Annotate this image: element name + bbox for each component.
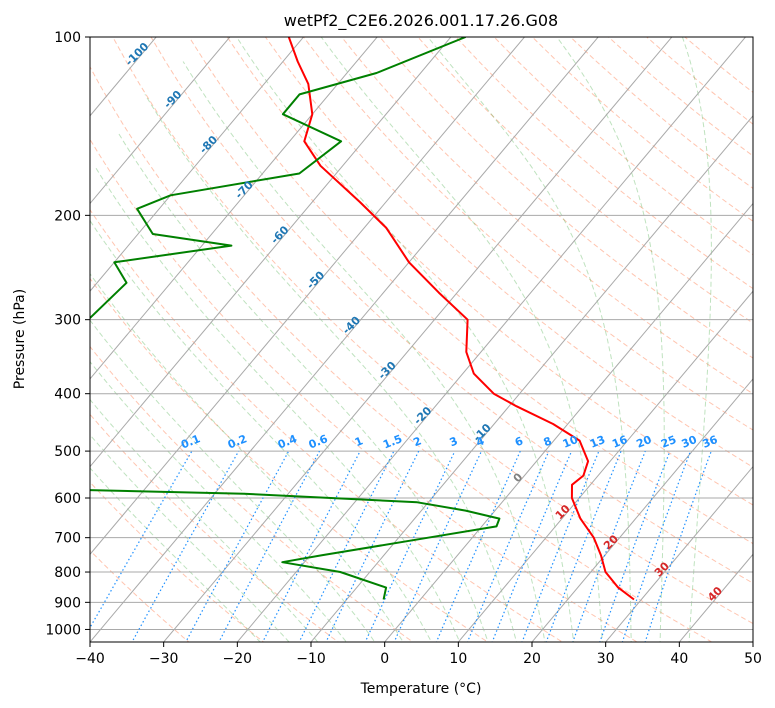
mixing-ratio-label: 30: [680, 433, 699, 451]
dry-adiabat: [417, 37, 753, 324]
x-tick-label: −10: [296, 651, 326, 667]
dry-adiabat: [226, 37, 753, 506]
y-tick-label: 800: [54, 565, 81, 581]
mixing-ratio-line: [491, 450, 573, 642]
isotherm: [90, 37, 599, 642]
y-tick-label: 300: [54, 313, 81, 329]
mixing-ratio-line: [218, 450, 321, 642]
moist-adiabat: [90, 219, 432, 642]
moist-adiabat: [90, 319, 376, 642]
mixing-ratio-line: [364, 450, 456, 642]
isotherm: [457, 290, 753, 642]
isotherm: [531, 378, 753, 642]
x-axis-label: Temperature (°C): [360, 681, 482, 697]
dry-adiabat: [112, 37, 753, 625]
moist-adiabat: [117, 132, 489, 642]
dry-adiabat: [90, 277, 489, 642]
chart-title: wetPf2_C2E6.2026.001.17.26.G08: [284, 11, 558, 31]
mixing-ratio-label: 2: [411, 434, 423, 449]
x-tick-label: 20: [523, 651, 541, 667]
y-axis-label: Pressure (hPa): [12, 289, 28, 389]
isotherm-lines: [90, 37, 753, 642]
mixing-ratio-line: [325, 450, 420, 642]
mixing-ratio-label: 13: [588, 433, 607, 451]
mixing-ratio-line: [185, 450, 290, 642]
isotherm: [236, 37, 747, 642]
moist-adiabat: [90, 434, 290, 642]
dewpoint-profile: [90, 37, 501, 600]
isotherm: [384, 202, 753, 642]
mixing-ratio-label: 1: [353, 434, 365, 449]
mixing-ratio-line: [131, 450, 240, 642]
isotherm: [310, 115, 753, 642]
x-tick-label: −40: [75, 651, 105, 667]
isotherm: [90, 37, 378, 380]
y-tick-label: 1000: [45, 622, 81, 638]
x-tick-label: 10: [449, 651, 467, 667]
dry-adiabat: [90, 549, 190, 642]
mixing-ratio-lines: [90, 450, 712, 642]
x-tick-label: 0: [380, 651, 389, 667]
mixing-ratio-line: [466, 450, 550, 642]
mixing-ratio-label: 8: [542, 434, 554, 449]
moist-adiabat: [236, 37, 575, 642]
mixing-ratio-label: 3: [448, 434, 460, 449]
dry-adiabat: [379, 37, 753, 359]
dry-adiabat: [341, 37, 753, 395]
sounding-profiles: [90, 37, 635, 601]
y-tick-label: 600: [54, 491, 81, 507]
y-tick-label: 400: [54, 387, 81, 403]
dry-adiabat: [264, 37, 753, 468]
isotherm: [90, 37, 452, 468]
moist-adiabat: [90, 467, 261, 642]
pressure-gridlines: [90, 37, 753, 630]
y-tick-label: 700: [54, 531, 81, 547]
y-tick-label: 900: [54, 595, 81, 611]
x-tick-label: 30: [597, 651, 615, 667]
mixing-ratio-label: 10: [561, 433, 580, 451]
moist-adiabat: [90, 398, 319, 642]
y-axis-ticks: 1000 900 800 700 600 500 400 300 200 100: [45, 30, 90, 638]
isotherm: [605, 465, 753, 642]
x-tick-label: −20: [223, 651, 253, 667]
isotherm: [90, 37, 305, 292]
mixing-ratio-line: [644, 450, 712, 642]
x-tick-label: 50: [744, 651, 762, 667]
isotherm: [90, 37, 526, 556]
moist-adiabat: [90, 360, 347, 642]
mixing-ratio-label: 25: [659, 433, 678, 451]
mixing-ratio-line: [435, 450, 521, 642]
dry-adiabat: [90, 208, 564, 642]
isotherm: [163, 37, 673, 642]
x-tick-label: 40: [670, 651, 688, 667]
isotherm: [90, 37, 231, 205]
y-tick-label: 200: [54, 208, 81, 224]
x-axis-ticks: −40 −30 −20 −10 0 10 20 30 40 50: [75, 642, 762, 667]
plot-frame: [89, 36, 754, 643]
moist-adiabat: [90, 272, 404, 642]
mixing-ratio-line: [621, 450, 692, 642]
mixing-ratio-label: 16: [610, 433, 629, 451]
mixing-ratio-label: 20: [634, 433, 653, 451]
mixing-ratio-label: 36: [700, 433, 719, 451]
x-tick-label: −30: [149, 651, 179, 667]
moist-adiabat: [182, 61, 546, 642]
moist-adiabat: [94, 165, 461, 642]
y-tick-label: 100: [54, 30, 81, 46]
moist-adiabat: [144, 94, 518, 642]
y-tick-label: 500: [54, 444, 81, 460]
temperature-profile: [287, 37, 635, 601]
